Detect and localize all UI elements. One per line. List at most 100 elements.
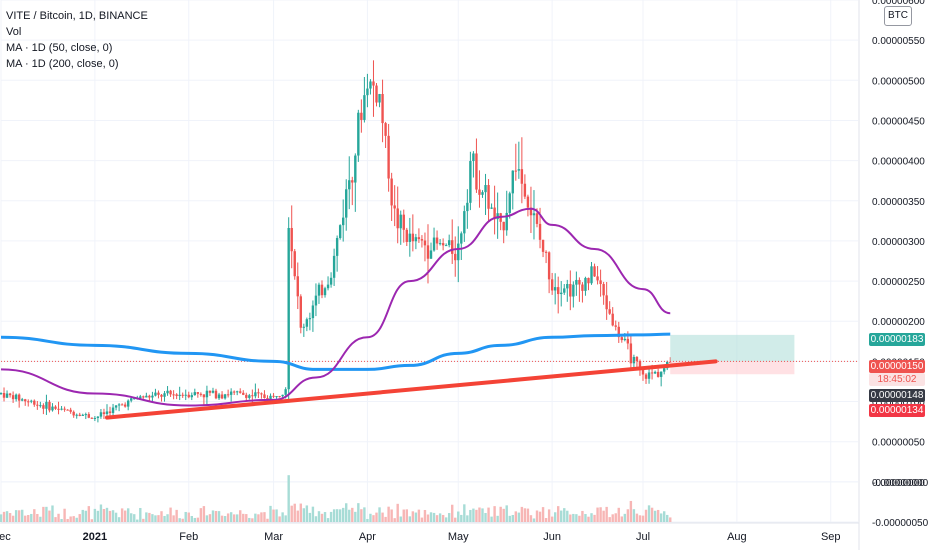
volume-bar bbox=[399, 516, 402, 522]
volume-bar bbox=[653, 510, 657, 522]
volume-bar bbox=[2, 511, 6, 522]
candle-body bbox=[547, 252, 551, 280]
candle-body bbox=[647, 372, 651, 379]
ma200-line bbox=[0, 332, 671, 371]
volume-bar bbox=[120, 508, 124, 522]
volume-bar bbox=[320, 513, 324, 522]
volume-bar bbox=[669, 517, 672, 522]
candle-body bbox=[60, 408, 63, 410]
candle-body bbox=[184, 394, 187, 396]
volume-bar bbox=[535, 510, 539, 522]
candle-body bbox=[57, 408, 60, 410]
volume-bar bbox=[126, 508, 130, 522]
volume-bar bbox=[11, 515, 15, 522]
volume-bar bbox=[105, 507, 109, 522]
candle-body bbox=[257, 392, 260, 394]
candle-body bbox=[69, 409, 72, 412]
volume-bar bbox=[608, 517, 611, 522]
candle-body bbox=[130, 398, 133, 401]
volume-bar bbox=[375, 512, 378, 522]
candle-body bbox=[311, 305, 315, 319]
x-tick-label: Jul bbox=[636, 531, 650, 543]
candle-body bbox=[387, 135, 390, 179]
volume-bar bbox=[226, 513, 230, 522]
volume-bar bbox=[590, 513, 593, 522]
volume-bar bbox=[523, 508, 527, 522]
price-tag-ma-value: 0.00000148 bbox=[869, 389, 925, 402]
candle-body bbox=[193, 392, 197, 396]
volume-bar bbox=[269, 505, 272, 522]
candle-body bbox=[614, 325, 617, 327]
volume-bar bbox=[384, 516, 387, 522]
volume-bar bbox=[217, 511, 221, 522]
candle-body bbox=[460, 233, 463, 244]
candle-body bbox=[2, 393, 6, 398]
volume-bar bbox=[662, 511, 666, 522]
volume-bar bbox=[317, 511, 321, 522]
volume-bar bbox=[308, 512, 312, 522]
volume-bar bbox=[547, 509, 551, 522]
volume-bar bbox=[387, 506, 390, 522]
candle-body bbox=[278, 396, 281, 398]
volume-bar bbox=[54, 517, 57, 522]
candle-body bbox=[511, 170, 514, 194]
candle-body bbox=[320, 284, 324, 296]
candle-body bbox=[81, 414, 84, 416]
volume-bar bbox=[305, 505, 309, 522]
volume-bar bbox=[620, 516, 623, 522]
volume-bar bbox=[553, 512, 557, 522]
volume-bar bbox=[447, 513, 451, 522]
candle-body bbox=[538, 223, 542, 240]
legend-volume[interactable]: Vol bbox=[6, 26, 22, 38]
legend-ma50[interactable]: MA · 1D (50, close, 0) bbox=[6, 42, 113, 54]
candle-body bbox=[550, 279, 554, 291]
volume-bar bbox=[366, 518, 369, 522]
candle-body bbox=[608, 309, 611, 314]
volume-bar bbox=[351, 507, 354, 522]
candle-body bbox=[314, 295, 318, 306]
y-tick-label: 0.00000400 bbox=[872, 157, 925, 168]
candle-body bbox=[529, 207, 533, 216]
volume-bar bbox=[354, 511, 357, 522]
candle-body bbox=[39, 405, 42, 407]
volume-bar bbox=[117, 517, 121, 522]
volume-bar bbox=[529, 515, 533, 522]
legend-symbol[interactable]: VITE / Bitcoin, 1D, BINANCE bbox=[6, 10, 148, 22]
candle-body bbox=[638, 361, 642, 370]
candle-body bbox=[659, 371, 663, 377]
candle-body bbox=[332, 255, 336, 278]
candle-body bbox=[662, 368, 666, 372]
candle-body bbox=[626, 338, 630, 344]
candle-body bbox=[635, 356, 639, 362]
volume-bar bbox=[205, 515, 209, 522]
candle-body bbox=[163, 393, 166, 397]
candle-body bbox=[505, 212, 508, 231]
candle-body bbox=[296, 276, 299, 297]
volume-bar bbox=[369, 513, 372, 522]
candle-body bbox=[602, 284, 605, 296]
candle-body bbox=[51, 406, 54, 411]
candle-body bbox=[326, 284, 330, 289]
volume-bar bbox=[593, 514, 596, 522]
candle-body bbox=[126, 400, 130, 407]
volume-bar bbox=[329, 511, 333, 522]
volume-bar bbox=[251, 518, 254, 522]
candle-body bbox=[354, 155, 357, 183]
volume-bar bbox=[242, 513, 245, 522]
currency-badge[interactable]: BTC bbox=[884, 6, 912, 26]
legend-ma200[interactable]: MA · 1D (200, close, 0) bbox=[6, 58, 119, 70]
candle-body bbox=[329, 277, 333, 285]
candle-body bbox=[520, 169, 524, 184]
candle-body bbox=[557, 287, 560, 295]
volume-bar bbox=[393, 518, 396, 522]
candle-body bbox=[248, 395, 251, 398]
volume-bar bbox=[81, 509, 84, 522]
volume-bar bbox=[287, 475, 290, 522]
candle-body bbox=[105, 411, 109, 415]
candle-body bbox=[54, 406, 57, 409]
candle-body bbox=[584, 277, 587, 291]
volume-bar bbox=[405, 509, 408, 522]
volume-bar bbox=[378, 507, 381, 522]
candle-body bbox=[426, 245, 430, 259]
